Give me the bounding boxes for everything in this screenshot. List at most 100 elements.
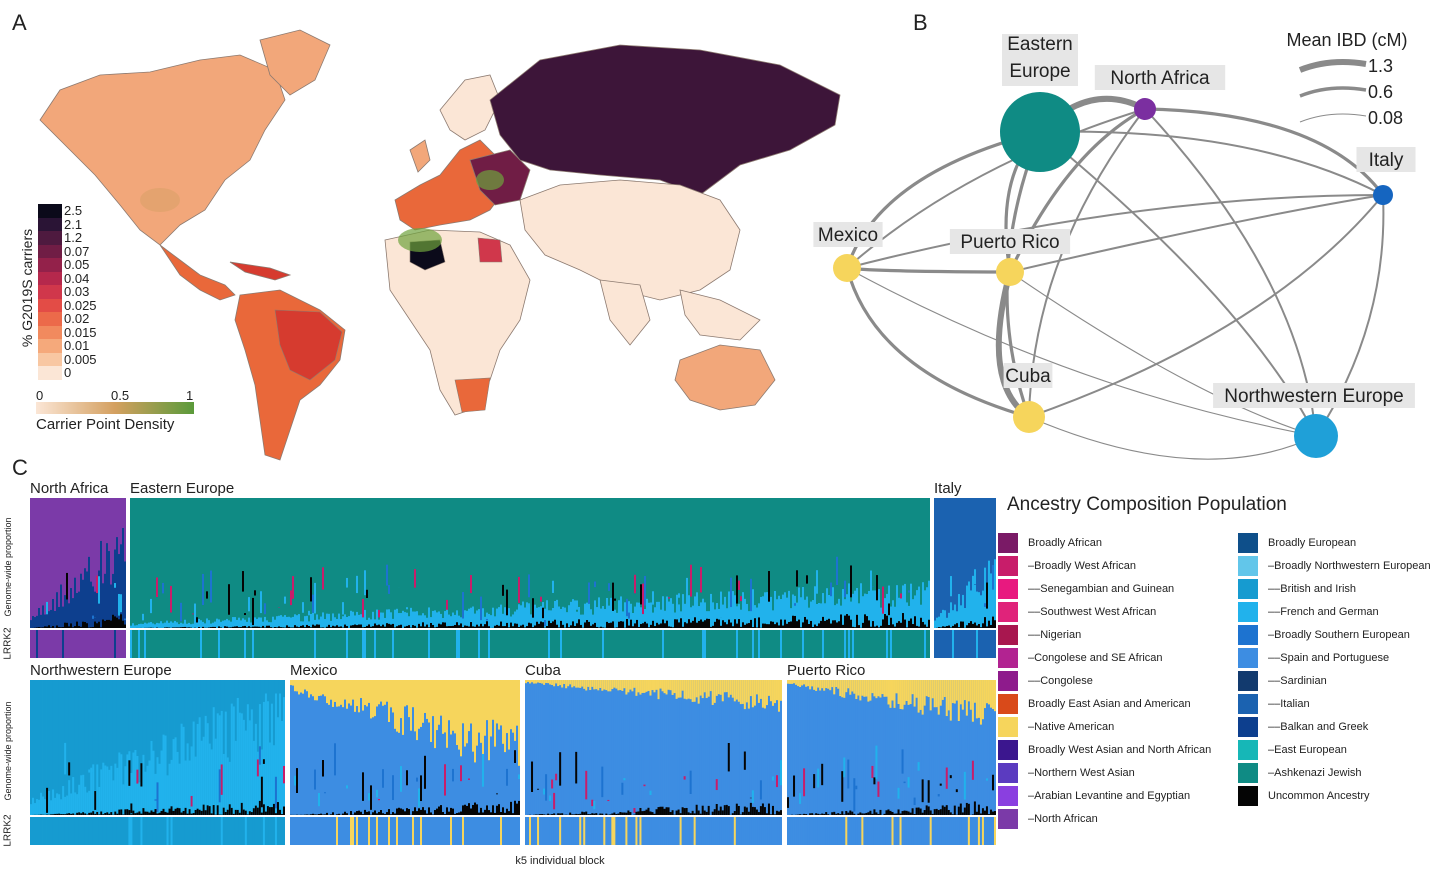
density-tick: 0 (36, 388, 44, 403)
lrrk2-track-segment (844, 630, 847, 658)
bar-segment (794, 603, 797, 606)
lrrk2-track-segment (527, 817, 530, 845)
bar-segment (234, 626, 237, 628)
bar-segment (168, 808, 171, 815)
lrrk2-track-segment (90, 817, 93, 845)
bar-segment (402, 680, 405, 735)
bar-segment (92, 680, 95, 815)
bar-segment (230, 621, 233, 628)
lrrk2-track-segment (912, 630, 915, 658)
lrrk2-track-segment (456, 817, 459, 845)
bar-segment (144, 622, 147, 628)
bar-segment (484, 680, 487, 815)
bar-segment (808, 624, 811, 628)
lrrk2-track-segment (482, 630, 485, 658)
bar-segment (768, 590, 771, 628)
bar-segment (825, 680, 828, 815)
bar-segment (660, 623, 663, 628)
ibd-legend-line (1299, 86, 1367, 98)
bar-segment (92, 626, 95, 628)
bar-segment (222, 807, 226, 815)
bar-segment (490, 680, 493, 737)
lrrk2-track-segment (156, 630, 159, 658)
bar-segment (398, 498, 401, 628)
bar-segment (330, 680, 333, 700)
bar-segment (424, 615, 427, 628)
bar-segment (364, 498, 367, 628)
bar-segment (972, 498, 975, 628)
bar-segment (224, 498, 227, 628)
bar-segment (232, 498, 235, 628)
lrrk2-track-segment (460, 630, 463, 658)
lrrk2-track-segment (452, 817, 455, 845)
bar-segment (593, 813, 596, 815)
bar-segment (607, 680, 610, 692)
lrrk2-track-segment (162, 817, 165, 845)
bar-segment (198, 618, 201, 628)
lrrk2-track-segment (949, 817, 953, 845)
bar-segment (182, 627, 185, 628)
lrrk2-track-segment (330, 630, 333, 658)
lrrk2-track-segment (889, 817, 892, 845)
bar-segment (88, 769, 91, 773)
bar-segment (609, 814, 612, 815)
bar-segment (904, 583, 907, 628)
lrrk2-track-segment (214, 630, 217, 658)
bar-segment (148, 760, 151, 815)
bar-segment (354, 680, 357, 712)
lrrk2-track-segment (797, 817, 800, 845)
bar-segment (44, 799, 47, 815)
bar-segment (548, 620, 551, 628)
bar-segment (474, 626, 477, 628)
bar-segment (866, 594, 869, 628)
bar-segment (744, 598, 747, 628)
bar-segment (827, 680, 830, 815)
bar-segment (340, 680, 343, 705)
bar-segment (922, 582, 925, 628)
ancestry-legend-swatch (1238, 786, 1258, 806)
bar-segment (878, 498, 881, 628)
map-legend-swatch (38, 217, 62, 231)
lrrk2-track-segment (860, 630, 863, 658)
bar-segment (154, 809, 157, 815)
lrrk2-track-segment (262, 630, 265, 658)
bar-segment (853, 813, 856, 815)
lrrk2-track-segment (492, 817, 495, 845)
lrrk2-track-segment (322, 630, 325, 658)
bar-segment (212, 805, 216, 815)
bar-segment (664, 498, 667, 628)
lrrk2-track-segment (991, 817, 995, 845)
bar-segment (404, 612, 407, 628)
ancestry-legend-item: Broadly West Asian and North African (998, 740, 1211, 760)
bar-segment (58, 498, 61, 628)
bar-segment (808, 607, 811, 628)
bar-segment (858, 625, 861, 628)
bar-segment (278, 693, 282, 815)
bar-segment (512, 498, 515, 628)
lrrk2-track-segment (596, 630, 599, 658)
bar-segment (362, 627, 365, 628)
lrrk2-track-segment (66, 817, 69, 845)
bar-segment (350, 680, 353, 815)
bar-segment (70, 793, 73, 815)
lrrk2-track-segment (362, 630, 365, 658)
lrrk2-track-segment (573, 817, 576, 845)
bar-segment (747, 680, 751, 709)
lrrk2-track-segment (220, 817, 224, 845)
bar-segment (474, 498, 477, 628)
bar-segment (869, 680, 872, 701)
bar-segment (557, 813, 560, 815)
bar-segment (882, 619, 885, 628)
bar-segment (266, 701, 270, 815)
bar-segment (889, 810, 892, 815)
bar-segment (571, 680, 574, 688)
lrrk2-track-segment (588, 630, 591, 658)
bar-segment (290, 590, 293, 606)
bar-segment (907, 680, 910, 705)
bar-segment (304, 680, 307, 690)
lrrk2-track-segment (672, 630, 675, 658)
lrrk2-track-segment (655, 817, 658, 845)
bar-segment (76, 680, 79, 815)
bar-segment (76, 812, 79, 815)
bar-segment (742, 622, 745, 628)
